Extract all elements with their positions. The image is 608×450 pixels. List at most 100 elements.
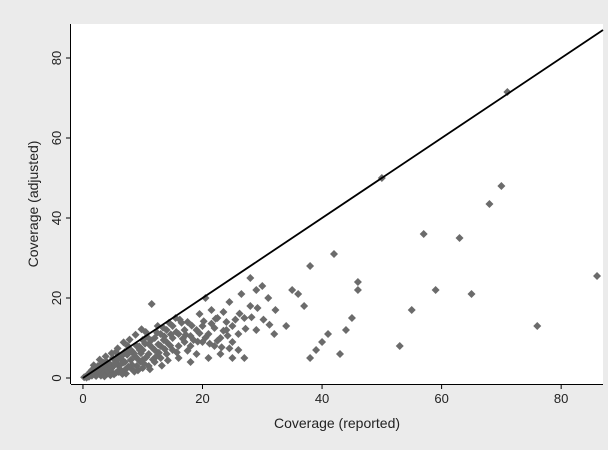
data-point bbox=[119, 358, 128, 367]
data-point bbox=[160, 332, 169, 341]
data-point bbox=[225, 298, 234, 306]
data-point bbox=[419, 230, 428, 238]
data-point bbox=[234, 330, 243, 338]
data-point bbox=[211, 314, 220, 323]
data-point bbox=[195, 329, 204, 338]
data-point bbox=[142, 353, 151, 362]
data-point bbox=[141, 339, 150, 348]
data-point bbox=[312, 346, 321, 354]
data-point bbox=[101, 352, 110, 361]
data-point bbox=[137, 325, 146, 334]
data-point bbox=[237, 290, 246, 298]
data-point bbox=[347, 314, 356, 322]
data-point bbox=[157, 361, 166, 370]
y-tick-label: 60 bbox=[49, 131, 64, 145]
x-tick-label: 60 bbox=[434, 391, 448, 406]
data-point bbox=[119, 338, 128, 347]
data-point bbox=[324, 330, 333, 338]
data-point bbox=[148, 343, 157, 352]
data-point bbox=[241, 324, 250, 333]
data-point bbox=[247, 313, 256, 322]
data-point bbox=[318, 338, 327, 346]
data-point bbox=[300, 302, 309, 310]
data-points bbox=[80, 88, 602, 382]
data-point bbox=[222, 318, 231, 326]
data-point bbox=[145, 365, 154, 374]
data-point bbox=[112, 368, 121, 377]
data-point bbox=[228, 354, 237, 362]
data-point bbox=[503, 88, 512, 96]
axes: 0 20 40 60 80 0 20 40 60 80 bbox=[49, 24, 603, 406]
data-point bbox=[593, 272, 602, 280]
y-axis-label: Coverage (adjusted) bbox=[25, 141, 41, 268]
data-point bbox=[485, 200, 494, 208]
data-point bbox=[201, 333, 210, 342]
data-point bbox=[154, 348, 163, 357]
data-point bbox=[264, 294, 273, 302]
data-point bbox=[178, 334, 187, 343]
data-point bbox=[107, 364, 116, 373]
data-point bbox=[271, 306, 280, 314]
x-tick-label: 40 bbox=[315, 391, 329, 406]
data-point bbox=[89, 369, 98, 378]
data-point bbox=[467, 290, 476, 298]
data-point bbox=[228, 322, 237, 330]
data-point bbox=[341, 326, 350, 334]
data-point bbox=[154, 340, 163, 349]
data-point bbox=[455, 234, 464, 242]
data-point bbox=[330, 250, 339, 258]
data-point bbox=[217, 343, 226, 352]
data-point bbox=[213, 336, 222, 345]
data-point bbox=[306, 354, 315, 362]
data-point bbox=[270, 330, 279, 338]
data-point bbox=[207, 319, 216, 328]
data-point bbox=[193, 337, 202, 346]
y-tick-label: 80 bbox=[49, 51, 64, 65]
data-point bbox=[228, 338, 237, 346]
data-point bbox=[120, 348, 129, 356]
y-tick-label: 0 bbox=[49, 374, 64, 381]
reference-line bbox=[82, 29, 604, 379]
data-point bbox=[136, 357, 145, 366]
data-point bbox=[497, 182, 506, 190]
data-point bbox=[223, 331, 232, 340]
data-point bbox=[282, 322, 291, 330]
data-point bbox=[118, 370, 127, 378]
data-point bbox=[235, 309, 244, 318]
data-point bbox=[107, 349, 116, 358]
data-point bbox=[353, 286, 362, 294]
data-point bbox=[288, 286, 297, 294]
data-point bbox=[95, 355, 104, 364]
data-point bbox=[100, 372, 109, 381]
x-tick-label: 20 bbox=[195, 391, 209, 406]
data-point bbox=[205, 339, 214, 348]
data-point bbox=[225, 344, 234, 353]
data-point bbox=[127, 360, 136, 369]
x-tick-label: 0 bbox=[79, 391, 86, 406]
data-point bbox=[106, 371, 115, 380]
data-point bbox=[113, 344, 122, 353]
data-point bbox=[199, 317, 208, 326]
plot-area bbox=[71, 24, 603, 384]
data-point bbox=[125, 335, 134, 344]
data-point bbox=[240, 314, 249, 322]
x-axis-label: Coverage (reported) bbox=[274, 415, 400, 431]
data-point bbox=[174, 342, 183, 350]
data-point bbox=[395, 342, 404, 350]
data-point bbox=[147, 300, 156, 308]
data-point bbox=[131, 330, 140, 339]
data-point bbox=[166, 341, 175, 350]
data-point bbox=[231, 315, 240, 324]
data-point bbox=[166, 330, 175, 339]
data-point bbox=[234, 346, 243, 354]
data-point bbox=[124, 362, 133, 371]
data-point bbox=[136, 349, 145, 358]
data-point bbox=[246, 274, 255, 282]
data-point bbox=[258, 282, 267, 290]
data-point bbox=[204, 354, 213, 362]
data-point bbox=[259, 315, 268, 324]
data-point bbox=[306, 262, 315, 270]
data-point bbox=[183, 346, 192, 355]
